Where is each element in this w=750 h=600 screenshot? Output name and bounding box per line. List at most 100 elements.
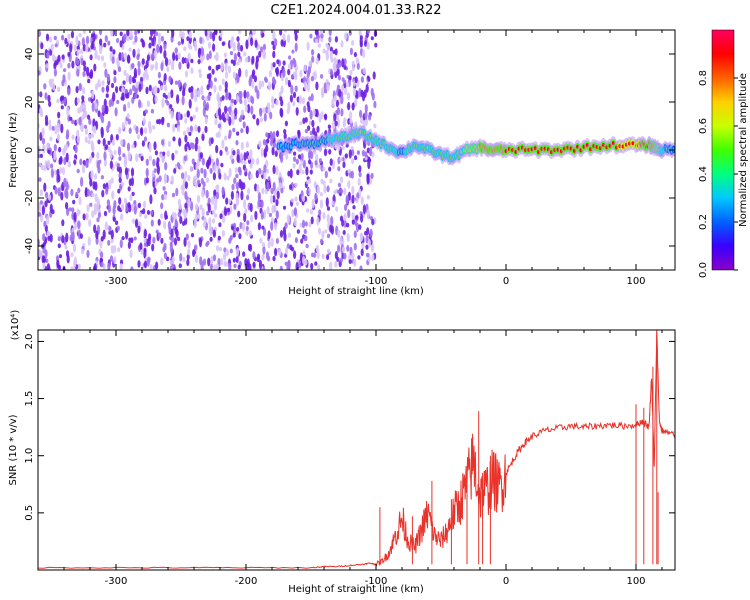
noise-cell bbox=[261, 254, 265, 261]
noise-cell bbox=[56, 259, 60, 267]
noise-cell bbox=[199, 54, 204, 64]
noise-cell bbox=[212, 254, 217, 262]
noise-cell bbox=[70, 188, 74, 197]
noise-cell bbox=[340, 94, 344, 105]
noise-cell bbox=[215, 64, 219, 71]
noise-cell bbox=[143, 200, 147, 209]
noise-cell bbox=[319, 199, 323, 209]
noise-cell bbox=[189, 45, 193, 50]
noise-cell bbox=[179, 252, 183, 262]
noise-cell bbox=[146, 256, 150, 267]
noise-cell bbox=[315, 109, 319, 118]
noise-cell bbox=[272, 142, 277, 148]
noise-cell bbox=[162, 92, 166, 98]
noise-cell bbox=[261, 80, 265, 88]
noise-cell bbox=[231, 225, 235, 231]
noise-cell bbox=[317, 227, 322, 235]
noise-cell bbox=[237, 51, 241, 58]
noise-cell bbox=[74, 145, 78, 154]
noise-cell bbox=[109, 160, 113, 170]
noise-cell bbox=[224, 135, 228, 141]
noise-cell bbox=[156, 119, 160, 124]
noise-cell bbox=[189, 165, 193, 173]
noise-cell bbox=[300, 153, 304, 161]
noise-cell bbox=[50, 78, 54, 83]
noise-cell bbox=[244, 258, 248, 266]
noise-cell bbox=[70, 30, 75, 39]
noise-cell bbox=[163, 220, 167, 230]
noise-cell bbox=[327, 124, 331, 129]
noise-cell bbox=[75, 35, 79, 46]
noise-cell bbox=[96, 160, 100, 169]
noise-cell bbox=[143, 248, 147, 259]
noise-cell bbox=[170, 228, 174, 239]
noise-cell bbox=[293, 59, 297, 68]
noise-cell bbox=[239, 222, 243, 229]
noise-cell bbox=[221, 186, 225, 196]
noise-cell bbox=[310, 93, 314, 102]
noise-cell bbox=[365, 244, 369, 250]
noise-cell bbox=[107, 239, 111, 246]
ridge-core bbox=[672, 147, 675, 152]
noise-cell bbox=[308, 221, 312, 228]
noise-cell bbox=[170, 175, 174, 185]
noise-cell bbox=[270, 237, 274, 247]
noise-cell bbox=[226, 207, 230, 213]
noise-cell bbox=[170, 89, 174, 99]
noise-cell bbox=[110, 82, 115, 89]
noise-cell bbox=[143, 229, 147, 238]
noise-cell bbox=[88, 134, 92, 140]
noise-cell bbox=[135, 82, 139, 89]
noise-cell bbox=[44, 200, 48, 207]
noise-cell bbox=[157, 71, 161, 79]
noise-cell bbox=[89, 54, 93, 61]
noise-cell bbox=[339, 188, 344, 194]
noise-cell bbox=[239, 114, 244, 120]
noise-cell bbox=[336, 84, 340, 90]
noise-cell bbox=[201, 95, 205, 101]
noise-cell bbox=[103, 98, 107, 107]
noise-cell bbox=[360, 76, 364, 83]
noise-cell bbox=[309, 208, 313, 215]
noise-cell bbox=[293, 250, 297, 260]
noise-cell bbox=[71, 134, 75, 140]
noise-cell bbox=[232, 232, 236, 238]
noise-cell bbox=[61, 219, 65, 227]
noise-cell bbox=[235, 247, 239, 257]
noise-cell bbox=[252, 114, 256, 119]
noise-cell bbox=[306, 83, 310, 92]
noise-cell bbox=[175, 187, 179, 197]
noise-cell bbox=[183, 237, 187, 247]
noise-cell bbox=[309, 33, 313, 39]
noise-cell bbox=[353, 230, 357, 238]
noise-cell bbox=[181, 31, 185, 40]
noise-cell bbox=[198, 69, 202, 74]
noise-cell bbox=[270, 187, 274, 195]
noise-cell bbox=[150, 219, 154, 227]
noise-cell bbox=[266, 181, 270, 192]
noise-cell bbox=[78, 32, 82, 38]
noise-cell bbox=[88, 219, 92, 227]
noise-cell bbox=[137, 202, 141, 209]
noise-cell bbox=[125, 73, 130, 83]
noise-cell bbox=[177, 41, 181, 46]
noise-cell bbox=[76, 208, 80, 217]
noise-cell bbox=[229, 248, 233, 254]
noise-cell bbox=[254, 39, 258, 48]
noise-cell bbox=[65, 181, 69, 192]
noise-cell bbox=[345, 81, 350, 88]
noise-cell bbox=[256, 253, 261, 260]
noise-cell bbox=[191, 158, 195, 165]
noise-cell bbox=[224, 62, 228, 72]
noise-cell bbox=[137, 260, 141, 268]
noise-cell bbox=[162, 186, 166, 191]
noise-cell bbox=[169, 243, 173, 254]
noise-cell bbox=[320, 74, 324, 79]
noise-cell bbox=[143, 136, 148, 142]
noise-cell bbox=[296, 229, 300, 234]
noise-cell bbox=[199, 36, 203, 44]
noise-cell bbox=[319, 192, 323, 197]
noise-cell bbox=[73, 211, 77, 222]
noise-cell bbox=[333, 57, 337, 64]
